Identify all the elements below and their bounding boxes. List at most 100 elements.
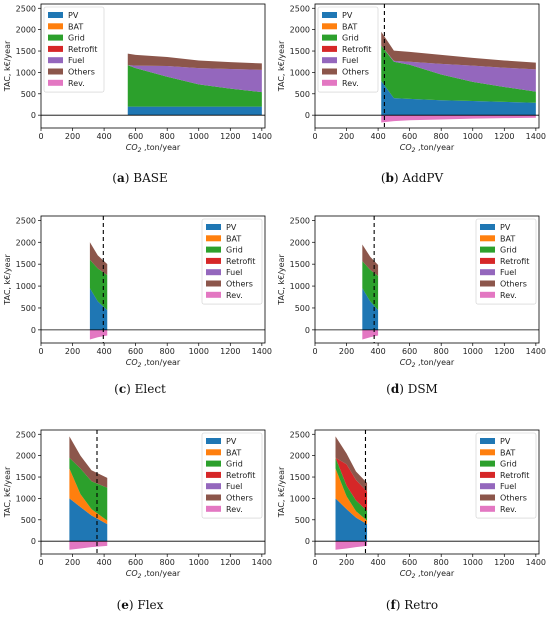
y-axis-label: TAC, k€/year [277, 466, 286, 518]
legend-swatch [480, 235, 495, 242]
x-tick-label: 1200 [220, 558, 240, 567]
area-grid [69, 457, 108, 521]
legend-label: BAT [500, 234, 515, 243]
legend: PV BAT Grid Retrofit Fuel Others Rev. [201, 218, 263, 305]
x-tick-label: 200 [339, 558, 354, 567]
area-pv [335, 498, 368, 542]
legend-swatch [480, 280, 495, 287]
legend-label: Rev. [500, 291, 517, 300]
chart-panel-6: 0 200 400 600 800 1000 1200 1400 0 500 1000 1500 200… [277, 429, 546, 612]
area-others [335, 436, 368, 492]
panel-caption: (f) Retro [386, 598, 438, 612]
y-tick-label: 1000 [290, 68, 310, 77]
y-tick-label: 500 [21, 516, 36, 525]
area-others [127, 53, 262, 70]
legend-label: Retrofit [500, 257, 529, 266]
legend-swatch [206, 438, 221, 444]
area-rev [362, 329, 379, 340]
x-tick-label: 1000 [189, 347, 209, 356]
axes-frame [40, 215, 266, 344]
y-tick-label: 0 [305, 537, 310, 546]
x-tick-label: 200 [65, 558, 80, 567]
legend-swatch [322, 68, 337, 75]
plot-area [41, 430, 265, 554]
panel-caption: (d) DSM [386, 382, 438, 396]
legend-label: Grid [500, 460, 517, 469]
y-axis-label: TAC, k€/year [277, 254, 286, 306]
area-others [69, 436, 108, 488]
y-tick-label: 2000 [290, 238, 310, 247]
plot-area [315, 430, 539, 554]
area-others [381, 31, 536, 70]
legend-swatch [480, 505, 495, 512]
legend-label: Retrofit [226, 471, 255, 480]
x-tick-label: 1400 [252, 347, 272, 356]
legend-label: Others [226, 280, 253, 289]
legend-swatch [48, 12, 63, 18]
area-pv [381, 80, 536, 116]
x-tick-label: 1200 [494, 558, 514, 567]
legend-label: Fuel [500, 268, 516, 277]
legend-label: Rev. [226, 505, 243, 514]
legend-swatch [480, 224, 495, 230]
legend: PV BAT Grid Retrofit Fuel Others Rev. [201, 432, 263, 519]
legend-label: Fuel [342, 56, 358, 65]
legend-swatch [480, 449, 495, 456]
x-tick-label: 800 [434, 558, 449, 567]
x-tick-label: 800 [160, 347, 175, 356]
area-grid [127, 65, 262, 107]
y-tick-label: 0 [31, 111, 36, 120]
axes-frame [40, 429, 266, 555]
chart-panel-4: 0 200 400 600 800 1000 1200 1400 0 500 1000 1500 200… [277, 215, 546, 396]
y-tick-label: 0 [31, 537, 36, 546]
y-axis-label: TAC, k€/year [3, 40, 12, 92]
y-axis-label: TAC, k€/year [277, 40, 286, 92]
panel-caption: (a) BASE [112, 171, 167, 185]
legend-label: BAT [342, 22, 357, 31]
y-tick-label: 2000 [16, 26, 36, 35]
chart-panel-2: 0 200 400 600 800 1000 1200 1400 0 500 1000 1500 200… [277, 3, 546, 185]
y-tick-label: 500 [21, 304, 36, 313]
axes-frame [314, 3, 540, 129]
legend-label: PV [68, 11, 79, 20]
legend-swatch [480, 269, 495, 276]
legend-label: PV [500, 437, 511, 446]
legend-swatch [322, 23, 337, 30]
legend-swatch [206, 280, 221, 287]
legend-swatch [206, 269, 221, 276]
x-axis-label: CO2 ,ton/year [126, 143, 181, 154]
legend-swatch [480, 460, 495, 467]
legend-swatch [322, 57, 337, 64]
legend-label: Grid [226, 246, 243, 255]
x-tick-label: 0 [312, 132, 317, 141]
legend-swatch [206, 224, 221, 230]
legend-swatch [48, 34, 63, 41]
y-tick-label: 0 [31, 326, 36, 335]
legend-swatch [206, 483, 221, 490]
x-tick-label: 1000 [463, 347, 483, 356]
x-axis-label: CO2 ,ton/year [126, 358, 181, 369]
legend-label: PV [500, 223, 511, 232]
y-tick-label: 1000 [16, 282, 36, 291]
legend-label: Grid [68, 34, 85, 43]
x-tick-label: 1200 [220, 132, 240, 141]
legend-label: PV [226, 437, 237, 446]
area-pv [89, 288, 108, 330]
area-bat [335, 468, 368, 525]
legend-swatch [480, 291, 495, 298]
x-tick-label: 600 [402, 558, 417, 567]
x-axis-label: CO2 ,ton/year [400, 569, 455, 580]
legend-label: PV [342, 11, 353, 20]
y-tick-label: 1000 [16, 68, 36, 77]
x-tick-label: 1400 [526, 132, 546, 141]
plot-area [315, 216, 539, 343]
legend-label: BAT [68, 22, 83, 31]
legend: PV BAT Grid Retrofit Fuel Others Rev. [475, 218, 537, 305]
legend-swatch [322, 34, 337, 41]
y-tick-label: 1500 [290, 473, 310, 482]
x-tick-label: 0 [38, 347, 43, 356]
y-tick-label: 2000 [16, 238, 36, 247]
x-axis-label: CO2 ,ton/year [126, 569, 181, 580]
x-tick-label: 600 [128, 347, 143, 356]
y-axis-label: TAC, k€/year [3, 254, 12, 306]
